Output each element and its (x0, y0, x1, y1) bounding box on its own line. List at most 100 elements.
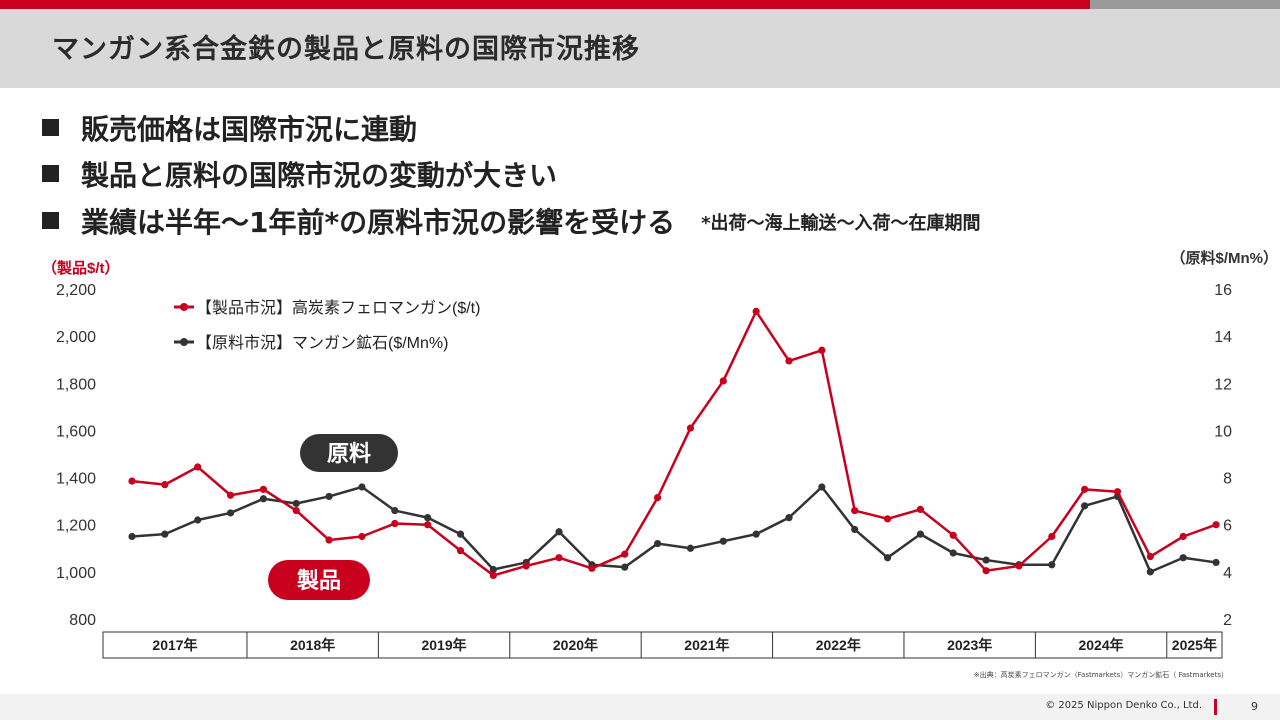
product-data-point (489, 571, 497, 579)
product-data-point (916, 505, 925, 513)
footer-band (0, 694, 1280, 720)
year-tick-label: 2024年 (1078, 637, 1123, 653)
product-data-point (982, 567, 990, 575)
product-data-point (128, 477, 136, 485)
header-accent-bar-gray (1090, 0, 1280, 9)
bullet-item: 業績は半年～1年前*の原料市況の影響を受ける *出荷～海上輸送～入荷～在庫期間 (42, 201, 981, 241)
product-data-point (292, 506, 300, 515)
product-price-line (131, 310, 1217, 577)
material-data-point (325, 492, 333, 501)
material-data-point (1048, 561, 1056, 569)
source-note: ※出典：高炭素フェロマンガン（Fastmarkets）マンガン鉱石（ Fastm… (973, 671, 1228, 679)
product-data-point (883, 515, 892, 523)
material-data-point (358, 483, 366, 491)
year-tick-label: 2019年 (421, 637, 466, 653)
material-data-point (456, 530, 465, 538)
product-data-point (259, 485, 267, 493)
product-data-point (456, 547, 465, 555)
product-data-point (752, 307, 760, 315)
square-bullet-icon (42, 119, 59, 136)
material-data-point (785, 514, 793, 522)
year-tick-label: 2023年 (947, 637, 992, 653)
bullet-item: 販売価格は国際市況に連動 (42, 108, 417, 148)
year-tick-label: 2017年 (152, 637, 197, 653)
product-data-point (621, 550, 629, 558)
product-data-point (226, 491, 235, 499)
square-bullet-icon (42, 212, 59, 229)
year-axis-box (102, 631, 1223, 659)
left-axis-tick-label: 1,200 (56, 518, 96, 535)
product-data-point (785, 357, 793, 365)
product-tag-label: 製品 (296, 568, 341, 593)
product-data-point (1146, 552, 1154, 561)
year-tick-label: 2020年 (553, 637, 598, 653)
material-tag-label: 原料 (327, 441, 371, 466)
product-data-point (1212, 521, 1220, 529)
left-axis-tick-label: 1,600 (56, 423, 96, 440)
material-data-point (916, 530, 925, 538)
material-data-point (818, 483, 826, 491)
right-axis-tick-label: 8 (1223, 471, 1232, 488)
bullet-text: 製品と原料の国際市況の変動が大きい (81, 159, 558, 192)
copyright-text: © 2025 Nippon Denko Co., Ltd. (1045, 700, 1202, 711)
bullet-text: 販売価格は国際市況に連動 (81, 113, 418, 146)
right-axis-tick-label: 4 (1223, 565, 1232, 582)
page-title: マンガン系合金鉄の製品と原料の国際市況推移 (52, 34, 640, 65)
right-axis-tick-label: 12 (1214, 376, 1232, 393)
product-data-point (358, 532, 366, 541)
material-data-point (226, 509, 235, 517)
bullet-text: 業績は半年～1年前*の原料市況の影響を受ける (81, 206, 676, 239)
right-axis-title: （原料$/Mn%） (1170, 249, 1278, 267)
square-bullet-icon (42, 165, 59, 182)
product-data-point (818, 346, 826, 354)
year-tick-label: 2025年 (1172, 637, 1217, 653)
product-data-point (719, 377, 727, 385)
right-axis-tick-label: 10 (1214, 423, 1232, 440)
product-data-point (161, 481, 169, 489)
bullet-footnote: *出荷～海上輸送～入荷～在庫期間 (701, 213, 981, 234)
product-data-point (391, 519, 399, 528)
left-axis-title: （製品$/t） (42, 259, 120, 277)
material-data-point (686, 544, 695, 552)
product-data-point (1048, 532, 1056, 541)
product-data-point (1015, 562, 1023, 570)
legend-label: 【製品市況】高炭素フェロマンガン($/t) (196, 299, 480, 317)
left-axis-tick-label: 2,000 (56, 329, 96, 346)
material-data-point (1081, 502, 1089, 510)
product-data-point (194, 463, 202, 471)
right-axis-tick-label: 16 (1214, 282, 1232, 299)
right-axis-tick-label: 6 (1223, 518, 1232, 535)
material-data-point (621, 563, 629, 571)
material-data-point (752, 530, 760, 538)
right-axis-tick-label: 14 (1214, 329, 1232, 346)
product-data-point (1113, 488, 1122, 496)
material-data-point (719, 537, 727, 545)
product-data-point (588, 564, 596, 572)
page-number: 9 (1251, 700, 1258, 713)
left-axis-tick-label: 1,800 (56, 376, 96, 393)
product-data-point (686, 424, 695, 432)
legend-marker (180, 338, 188, 346)
bullet-item: 製品と原料の国際市況の変動が大きい (42, 154, 557, 194)
footer-accent-mark (1214, 699, 1217, 715)
material-data-point (424, 514, 432, 522)
material-data-point (128, 532, 136, 541)
title-band (0, 9, 1280, 88)
right-axis-tick-label: 2 (1223, 612, 1232, 629)
material-data-point (1146, 568, 1154, 576)
legend-marker (180, 303, 188, 311)
material-data-point (982, 556, 990, 564)
material-price-line (131, 485, 1217, 574)
product-data-point (555, 554, 563, 562)
product-data-point (851, 506, 859, 515)
material-data-point (194, 516, 202, 524)
material-data-point (259, 495, 267, 503)
material-data-point (161, 530, 169, 538)
material-data-point (292, 499, 300, 508)
left-axis-tick-label: 1,000 (56, 565, 96, 582)
material-data-point (391, 506, 399, 515)
material-data-point (489, 565, 497, 574)
product-data-point (424, 521, 432, 529)
product-data-point (1179, 532, 1187, 541)
